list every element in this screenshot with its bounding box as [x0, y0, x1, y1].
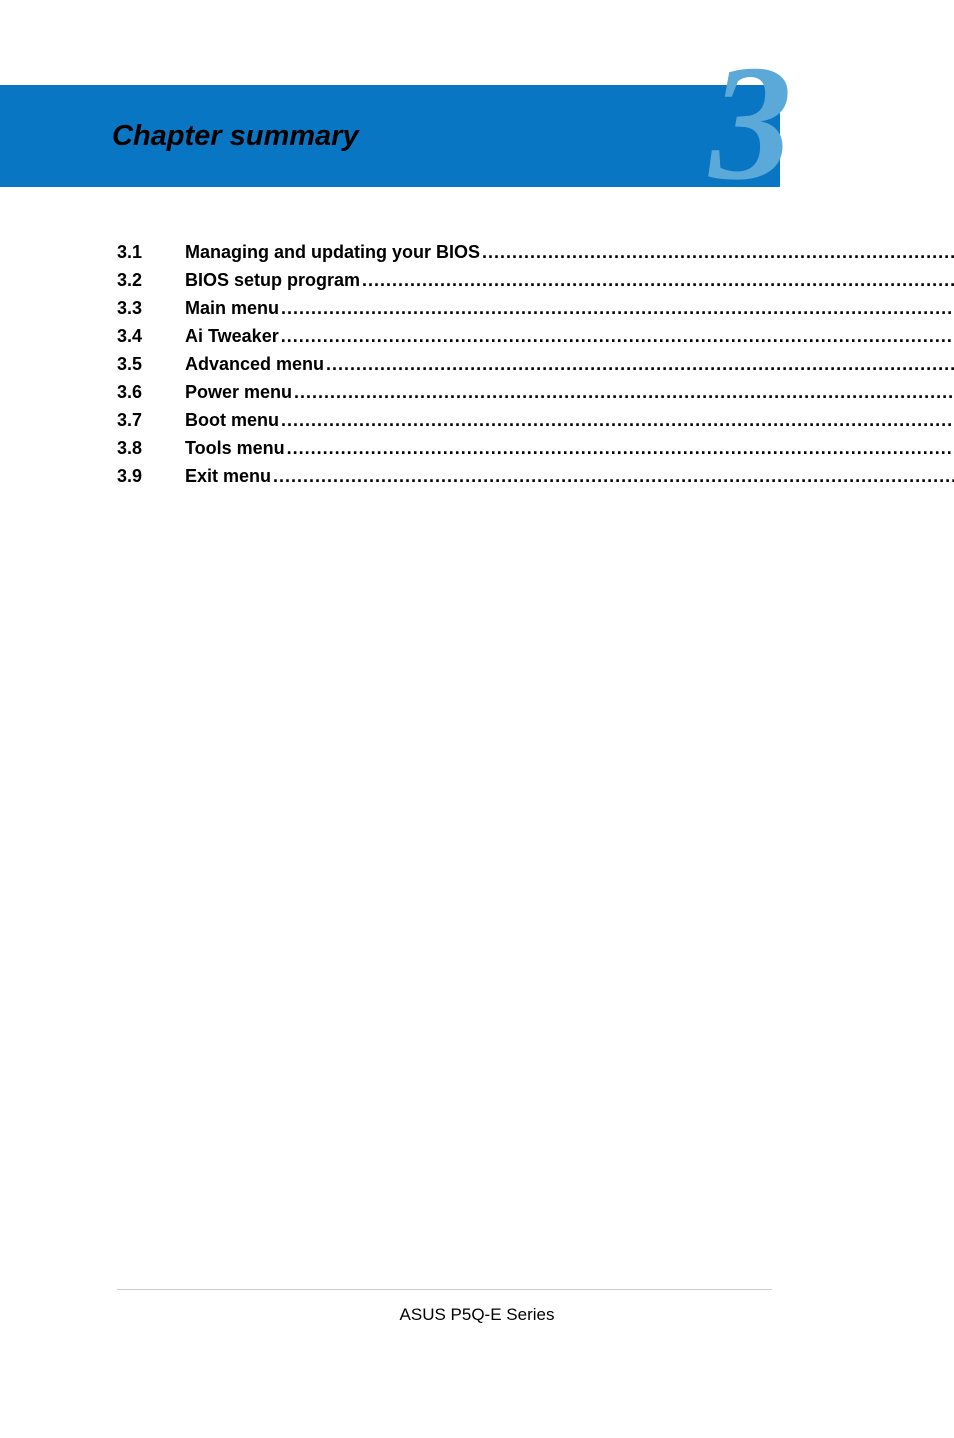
toc-section-number: 3.2 — [117, 270, 185, 291]
table-of-contents: 3.1 Managing and updating your BIOS 3-1 … — [117, 242, 772, 494]
toc-section-title: Managing and updating your BIOS — [185, 242, 480, 263]
toc-section-number: 3.4 — [117, 326, 185, 347]
toc-dots — [273, 466, 954, 487]
toc-entry: 3.7 Boot menu 3-34 — [117, 410, 772, 431]
toc-section-title: BIOS setup program — [185, 270, 360, 291]
toc-dots — [281, 298, 954, 319]
toc-entry: 3.4 Ai Tweaker 3-15 — [117, 326, 772, 347]
chapter-header-band: Chapter summary — [0, 85, 780, 187]
toc-entry: 3.2 BIOS setup program 3-7 — [117, 270, 772, 291]
toc-dots — [326, 354, 954, 375]
toc-section-number: 3.8 — [117, 438, 185, 459]
toc-entry: 3.6 Power menu 3-30 — [117, 382, 772, 403]
toc-dots — [287, 438, 954, 459]
footer-divider — [117, 1289, 772, 1290]
toc-section-title: Ai Tweaker — [185, 326, 279, 347]
toc-section-number: 3.6 — [117, 382, 185, 403]
toc-dots — [294, 382, 954, 403]
toc-entry: 3.8 Tools menu 3-38 — [117, 438, 772, 459]
toc-entry: 3.9 Exit menu 3-43 — [117, 466, 772, 487]
toc-section-number: 3.9 — [117, 466, 185, 487]
chapter-number-decoration: 3 — [710, 40, 793, 205]
toc-entry: 3.3 Main menu 3-10 — [117, 298, 772, 319]
toc-entry: 3.5 Advanced menu 3-23 — [117, 354, 772, 375]
toc-section-title: Tools menu — [185, 438, 285, 459]
toc-section-title: Advanced menu — [185, 354, 324, 375]
footer-text: ASUS P5Q-E Series — [0, 1305, 954, 1325]
toc-section-title: Main menu — [185, 298, 279, 319]
toc-dots — [281, 326, 954, 347]
toc-dots — [281, 410, 954, 431]
toc-section-title: Power menu — [185, 382, 292, 403]
toc-dots — [482, 242, 954, 263]
toc-section-number: 3.3 — [117, 298, 185, 319]
toc-dots — [362, 270, 954, 291]
toc-section-title: Boot menu — [185, 410, 279, 431]
chapter-title: Chapter summary — [112, 120, 359, 153]
toc-entry: 3.1 Managing and updating your BIOS 3-1 — [117, 242, 772, 263]
toc-section-title: Exit menu — [185, 466, 271, 487]
toc-section-number: 3.7 — [117, 410, 185, 431]
toc-section-number: 3.1 — [117, 242, 185, 263]
toc-section-number: 3.5 — [117, 354, 185, 375]
